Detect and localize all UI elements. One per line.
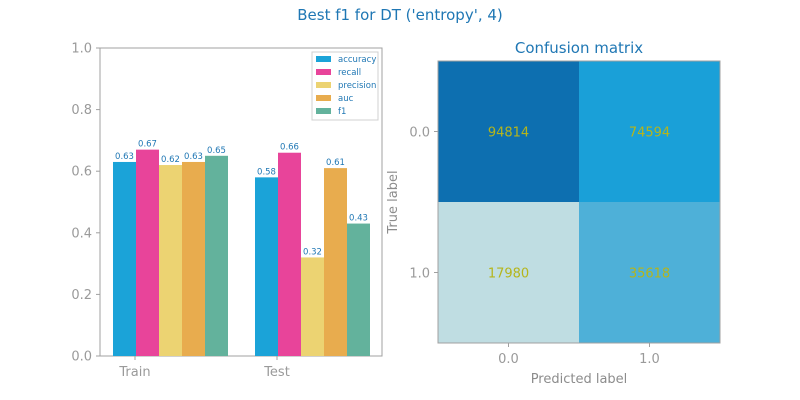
matrix-cell-value: 74594 [629,126,670,141]
bar-value-label: 0.58 [257,167,276,177]
x-tick-label: Test [263,365,290,380]
confusion-matrix-frame [437,60,721,344]
matrix-cell [438,61,579,202]
legend-swatch-auc [316,95,331,101]
bar-precision-test [301,257,324,356]
y-tick-label: 1.0 [71,42,92,57]
legend-label-f1: f1 [338,107,346,117]
bar-chart: 0.00.20.40.60.81.0 Train Test 0.630.670.6… [71,42,383,380]
bar-f1-test [347,223,370,356]
legend-label-precision: precision [338,81,376,91]
bar-value-label: 0.67 [138,140,157,150]
bar-value-label: 0.66 [280,143,299,153]
legend-label-auc: auc [338,94,354,104]
bar-chart-frame [99,47,383,357]
bar-value-label: 0.63 [115,152,134,162]
y-tick-label: 0.4 [71,226,92,241]
legend-label-recall: recall [338,68,361,78]
y-tick-label: 0.8 [71,103,92,118]
confusion-matrix-cells: 94814 74594 17980 35618 [438,61,720,343]
y-tick-label: 0.0 [71,350,92,365]
x-axis-label: Predicted label [531,372,628,387]
legend-label-accuracy: accuracy [338,55,376,65]
y-tick-label: 0.6 [71,165,92,180]
legend-swatch-recall [316,69,331,75]
x-tick-label: 0.0 [498,352,519,367]
legend-swatch-precision [316,82,331,88]
confusion-matrix: Confusion matrix 94814 74594 17980 35618 0.… [386,39,721,387]
bar-auc-test [324,168,347,356]
confusion-matrix-ticks: 0.0 1.0 0.0 1.0 [409,126,660,368]
confusion-matrix-title: Confusion matrix [515,39,643,57]
matrix-cell [579,202,720,343]
x-tick-label: Train [118,365,150,380]
matrix-cell-value: 17980 [488,267,529,282]
matrix-cell [438,202,579,343]
y-tick-label: 1.0 [409,267,430,282]
matrix-cell-value: 35618 [629,267,670,282]
bar-y-axis: 0.0 0.2 0.4 0.6 0.8 1.0 [71,42,100,365]
legend-swatch-accuracy [316,56,331,62]
legend: accuracy recall precision auc f1 [311,51,379,121]
bar-accuracy-test [255,177,278,356]
bar-precision-train [159,165,182,356]
y-tick-label: 0.2 [71,288,92,303]
bar-data-labels: 0.63 0.67 0.62 0.63 0.65 0.58 0.66 0.32 0.61 0.43 [115,140,368,258]
y-axis-label: True label [386,170,401,234]
legend-swatch-f1 [316,108,331,114]
matrix-cell [579,61,720,202]
y-tick-label: 0.0 [409,126,430,141]
bar-recall-train [136,149,159,356]
bar-value-label: 0.63 [184,152,203,162]
x-tick-label: 1.0 [639,352,660,367]
bar-value-label: 0.62 [161,155,180,165]
bar-auc-train [182,161,205,356]
bar-value-label: 0.32 [303,247,322,257]
bar-value-label: 0.43 [349,214,368,224]
bar-value-label: 0.61 [326,158,345,168]
bar-x-axis: Train Test [118,356,290,380]
bar-accuracy-train [113,161,136,356]
figure-title: Best f1 for DT ('entropy', 4) [297,6,503,24]
bar-recall-test [278,152,301,356]
bar-value-label: 0.65 [207,146,226,156]
bar-f1-train [205,155,228,356]
bar-series [113,149,370,356]
matrix-cell-value: 94814 [488,126,529,141]
